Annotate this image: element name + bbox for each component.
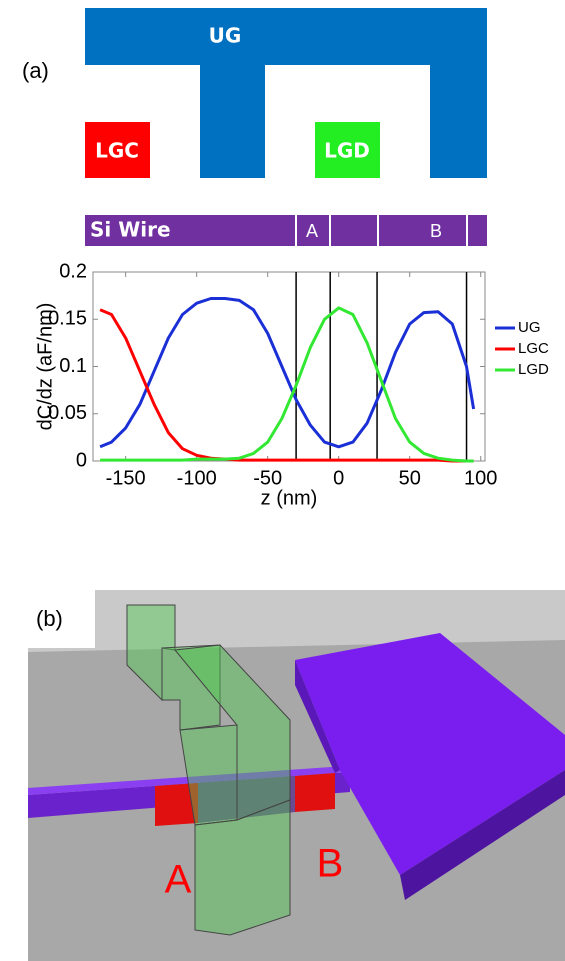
y-tick-label: 0.15 bbox=[48, 308, 87, 330]
panel-label: (a) bbox=[22, 58, 49, 83]
region-label: A bbox=[306, 221, 318, 241]
gate-label: LGC bbox=[95, 139, 139, 163]
legend-label: UG bbox=[518, 319, 541, 336]
region-label: B bbox=[430, 221, 442, 241]
render: (b) A B bbox=[28, 590, 565, 961]
pad-edge bbox=[295, 660, 340, 773]
x-tick-label: 50 bbox=[399, 467, 421, 489]
panel-label: (b) bbox=[36, 606, 63, 631]
plot: 0 0.05 0.1 0.15 0.2 -150 -100 -50 0 50 100 z (nm) dC… bbox=[34, 260, 549, 509]
wire-dividers bbox=[295, 215, 468, 246]
gate-label: LGD bbox=[324, 139, 370, 163]
series-line bbox=[99, 297, 476, 449]
x-axis-label: z (nm) bbox=[261, 487, 318, 509]
x-tick-label: 100 bbox=[464, 467, 497, 489]
label-box bbox=[28, 590, 95, 648]
pad-top bbox=[295, 633, 565, 875]
lower-gate-d bbox=[315, 122, 380, 178]
x-tick-label: -50 bbox=[253, 467, 282, 489]
legend-label: LGD bbox=[518, 361, 549, 378]
x-tick-label: -150 bbox=[106, 467, 146, 489]
x-tick-label: 0 bbox=[333, 467, 344, 489]
gate-label: UG bbox=[209, 24, 242, 48]
pad-side bbox=[400, 770, 565, 900]
lower-gate-c bbox=[85, 122, 150, 178]
plot-frame bbox=[92, 271, 486, 462]
wire-mid bbox=[198, 776, 295, 823]
legend-label: LGC bbox=[518, 340, 549, 357]
series-line bbox=[100, 306, 474, 463]
upper-gate bbox=[85, 8, 487, 178]
y-tick-label: 0 bbox=[76, 449, 87, 471]
series-line bbox=[99, 308, 474, 463]
y-tick-label: 0.2 bbox=[59, 260, 87, 282]
region-label: A bbox=[165, 858, 192, 902]
x-tick-label: -100 bbox=[177, 467, 217, 489]
y-tick-label: 0.1 bbox=[59, 355, 87, 377]
si-wire bbox=[85, 215, 487, 246]
region-label: B bbox=[317, 842, 344, 886]
gate-box bbox=[194, 799, 291, 936]
y-tick-label: 0.05 bbox=[48, 402, 87, 424]
y-axis-label: dC/dz (aF/nm) bbox=[34, 303, 56, 431]
wire-top bbox=[28, 766, 350, 795]
segment-a bbox=[155, 783, 198, 826]
segment-b bbox=[295, 773, 335, 812]
wire-label: Si Wire bbox=[90, 218, 171, 242]
